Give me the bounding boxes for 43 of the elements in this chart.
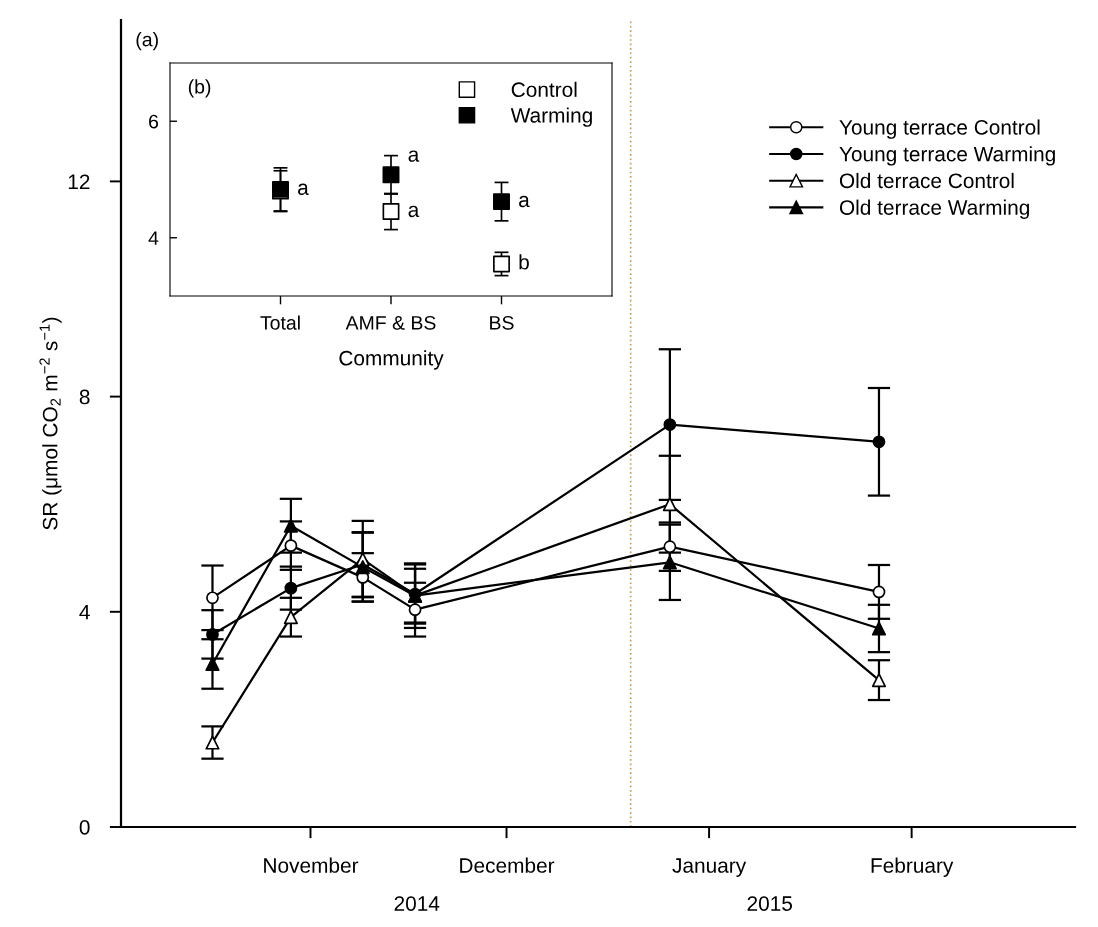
x-tick-label: Total: [260, 315, 300, 330]
legend-label: Young terrace Warming: [839, 146, 1055, 166]
point: [205, 656, 220, 672]
legend-label: Young terrace Control: [839, 119, 1040, 139]
y-tick-label: 6: [149, 114, 159, 129]
x-axis-title: Community: [339, 350, 444, 370]
point: [493, 255, 510, 273]
y-axis-title: SR (μmol CO$_{2}$ m$^{−2}$ s$^{−1}$): [39, 317, 62, 530]
point: [355, 560, 370, 575]
annotation: a: [298, 183, 309, 195]
x-tick-label: AMF & BS: [345, 315, 436, 330]
point: [283, 610, 298, 625]
x-tick-label: February: [871, 857, 954, 877]
legend-label: Old terrace Warming: [839, 199, 1029, 220]
y-tick-label: 4: [148, 231, 159, 245]
annotation: a: [408, 205, 420, 218]
point: [382, 203, 400, 221]
annotation: a: [519, 195, 530, 208]
point: [493, 193, 510, 211]
x-tick-label: January: [672, 858, 747, 877]
point: [662, 497, 677, 512]
legend-label: Warming: [510, 107, 592, 127]
point: [283, 518, 298, 533]
point: [205, 735, 220, 750]
y-tick-label: 8: [79, 389, 90, 405]
legend-label: Control: [511, 81, 577, 98]
point: [871, 621, 887, 636]
annotation: (a): [136, 32, 158, 51]
legend-label: Old terrace Control: [839, 172, 1014, 189]
x-tick-label: November: [264, 857, 359, 873]
text: 2015: [747, 896, 793, 911]
point: [871, 673, 887, 688]
annotation: a: [408, 150, 420, 162]
x-tick-label: December: [460, 857, 555, 873]
point: [662, 555, 677, 570]
x-tick-label: BS: [490, 315, 514, 330]
annotation: b: [519, 254, 529, 270]
annotation: (b): [188, 79, 211, 98]
text: 2014: [394, 896, 440, 911]
y-tick-label: 12: [68, 174, 90, 189]
y-tick-label: 0: [79, 820, 90, 835]
y-tick-label: 4: [79, 605, 90, 620]
point: [382, 166, 400, 184]
